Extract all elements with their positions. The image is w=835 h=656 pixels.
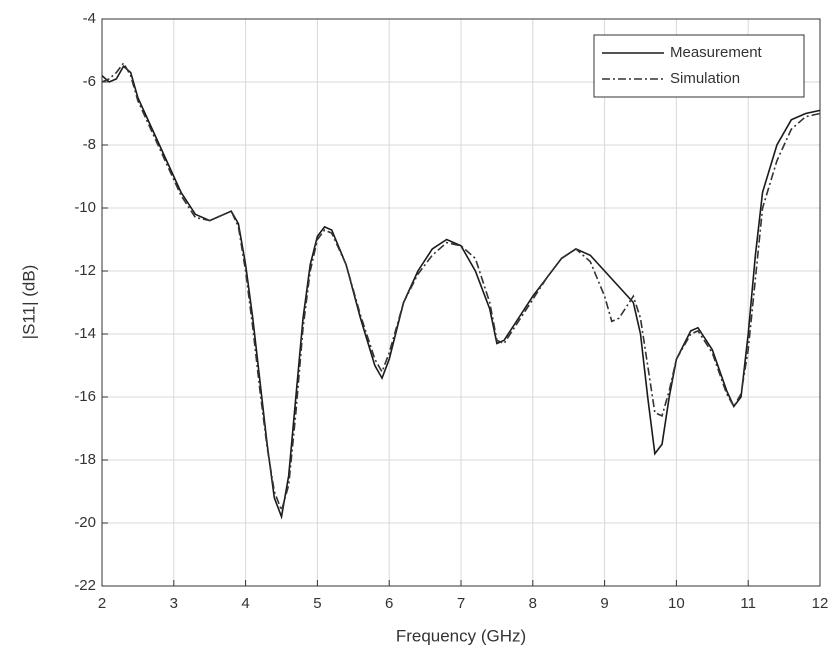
y-tick-label: -12 bbox=[74, 262, 96, 279]
x-tick-label: 7 bbox=[457, 595, 465, 612]
x-tick-label: 8 bbox=[529, 595, 537, 612]
x-tick-label: 11 bbox=[740, 595, 756, 612]
x-tick-label: 6 bbox=[385, 595, 393, 612]
x-tick-label: 4 bbox=[241, 595, 249, 612]
y-tick-label: -6 bbox=[83, 73, 96, 90]
x-tick-label: 2 bbox=[98, 595, 106, 612]
x-tick-label: 5 bbox=[313, 595, 321, 612]
y-tick-label: -22 bbox=[74, 577, 96, 594]
y-axis-label: |S11| (dB) bbox=[19, 265, 38, 340]
plot-frame bbox=[101, 18, 821, 587]
y-tick-label: -14 bbox=[74, 325, 96, 342]
x-tick-label: 3 bbox=[170, 595, 178, 612]
data-line bbox=[101, 65, 821, 520]
data-line bbox=[101, 61, 821, 513]
x-tick-label: 12 bbox=[812, 595, 829, 612]
legend-label: Measurement bbox=[670, 44, 763, 61]
y-tick-label: -8 bbox=[83, 136, 96, 153]
legend-box bbox=[593, 34, 805, 98]
y-tick-label: -20 bbox=[74, 514, 96, 531]
x-axis-label: Frequency (GHz) bbox=[396, 626, 526, 645]
y-tick-label: -18 bbox=[74, 451, 96, 468]
x-tick-label: 10 bbox=[668, 595, 685, 612]
y-tick-label: -16 bbox=[74, 388, 96, 405]
y-tick-label: -10 bbox=[74, 199, 96, 216]
y-tick-label: -4 bbox=[83, 10, 96, 27]
legend-label: Simulation bbox=[670, 70, 740, 87]
x-tick-label: 9 bbox=[600, 595, 608, 612]
